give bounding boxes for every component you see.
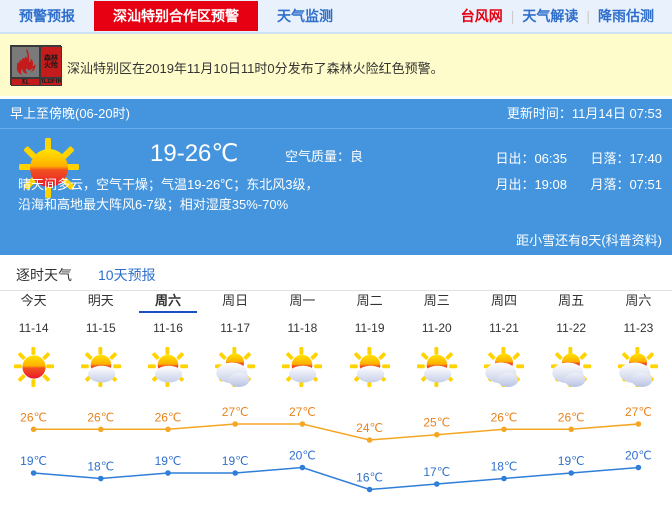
svg-text:18℃: 18℃ xyxy=(87,460,114,474)
svg-text:26℃: 26℃ xyxy=(558,410,585,424)
svg-text:19℃: 19℃ xyxy=(222,454,249,468)
svg-text:19℃: 19℃ xyxy=(155,454,182,468)
svg-text:25℃: 25℃ xyxy=(423,416,450,430)
svg-text:27℃: 27℃ xyxy=(222,405,249,419)
svg-text:26℃: 26℃ xyxy=(491,410,518,424)
svg-text:24℃: 24℃ xyxy=(356,421,383,435)
svg-text:20℃: 20℃ xyxy=(289,449,316,463)
svg-text:17℃: 17℃ xyxy=(423,465,450,479)
svg-text:18℃: 18℃ xyxy=(491,460,518,474)
svg-text:27℃: 27℃ xyxy=(625,405,652,419)
svg-text:19℃: 19℃ xyxy=(558,454,585,468)
svg-text:20℃: 20℃ xyxy=(625,449,652,463)
svg-text:19℃: 19℃ xyxy=(20,454,47,468)
svg-text:26℃: 26℃ xyxy=(87,410,114,424)
svg-text:26℃: 26℃ xyxy=(20,410,47,424)
svg-text:27℃: 27℃ xyxy=(289,405,316,419)
svg-text:16℃: 16℃ xyxy=(356,471,383,485)
svg-text:26℃: 26℃ xyxy=(155,410,182,424)
